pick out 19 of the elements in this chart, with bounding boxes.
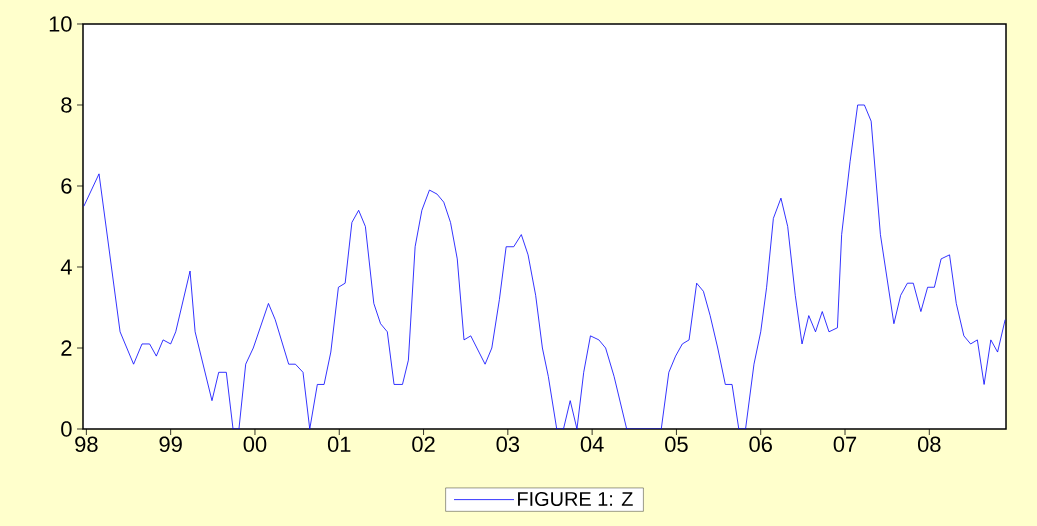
y-tick-label: 4 bbox=[60, 259, 72, 275]
x-tick-label: 02 bbox=[412, 436, 435, 453]
x-tick-label: 04 bbox=[580, 436, 604, 453]
line-series bbox=[83, 104, 1006, 429]
y-tick-label: 0 bbox=[61, 421, 72, 437]
x-tick-label: 98 bbox=[75, 436, 98, 453]
y-tick-label: 8 bbox=[61, 97, 72, 113]
y-tick-label: 6 bbox=[61, 178, 72, 194]
x-tick-label: 99 bbox=[159, 436, 182, 453]
x-tick-label: 08 bbox=[917, 436, 941, 453]
x-tick-label: 07 bbox=[833, 436, 857, 453]
x-tick-label: 05 bbox=[665, 436, 688, 453]
x-tick-label: 06 bbox=[749, 436, 772, 453]
legend-label: FIGURE 1: Z bbox=[518, 491, 633, 507]
x-tick-label: 00 bbox=[243, 436, 267, 453]
x-tick-label: 03 bbox=[496, 436, 520, 453]
y-tick-label: 2 bbox=[61, 340, 72, 356]
x-tick-label: 01 bbox=[327, 436, 351, 453]
y-tick-label: 10 bbox=[49, 16, 72, 32]
